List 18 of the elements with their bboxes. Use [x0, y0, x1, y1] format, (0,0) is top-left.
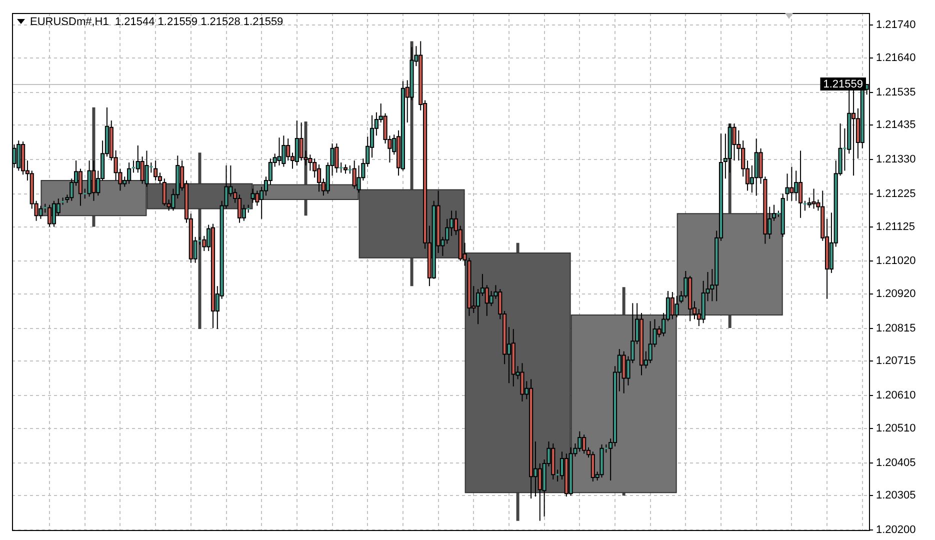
y-tick-label: 1.21125 — [876, 220, 915, 233]
y-tick-label: 1.20405 — [876, 456, 916, 469]
chart-title: EURUSDm#,H1 1.21544 1.21559 1.21528 1.21559 — [30, 16, 284, 28]
y-tick-label: 1.21640 — [876, 52, 916, 64]
y-tick-label: 1.20920 — [876, 288, 916, 300]
y-tick-label: 1.21435 — [876, 119, 916, 132]
y-tick-label: 1.21020 — [876, 255, 916, 268]
y-tick-label: 1.20510 — [876, 422, 916, 434]
y-tick-label: 1.21740 — [876, 19, 916, 32]
ref-line-label: 1.21559 — [823, 78, 864, 90]
y-tick-label: 1.20715 — [876, 355, 916, 368]
y-tick-label: 1.21535 — [876, 86, 916, 98]
y-tick-label: 1.20815 — [876, 322, 916, 334]
y-tick-label: 1.21225 — [876, 188, 916, 200]
y-tick-label: 1.21330 — [876, 154, 916, 166]
y-tick-label: 1.20200 — [876, 524, 916, 536]
y-tick-label: 1.20610 — [876, 390, 916, 402]
y-tick-label: 1.20305 — [876, 490, 916, 502]
